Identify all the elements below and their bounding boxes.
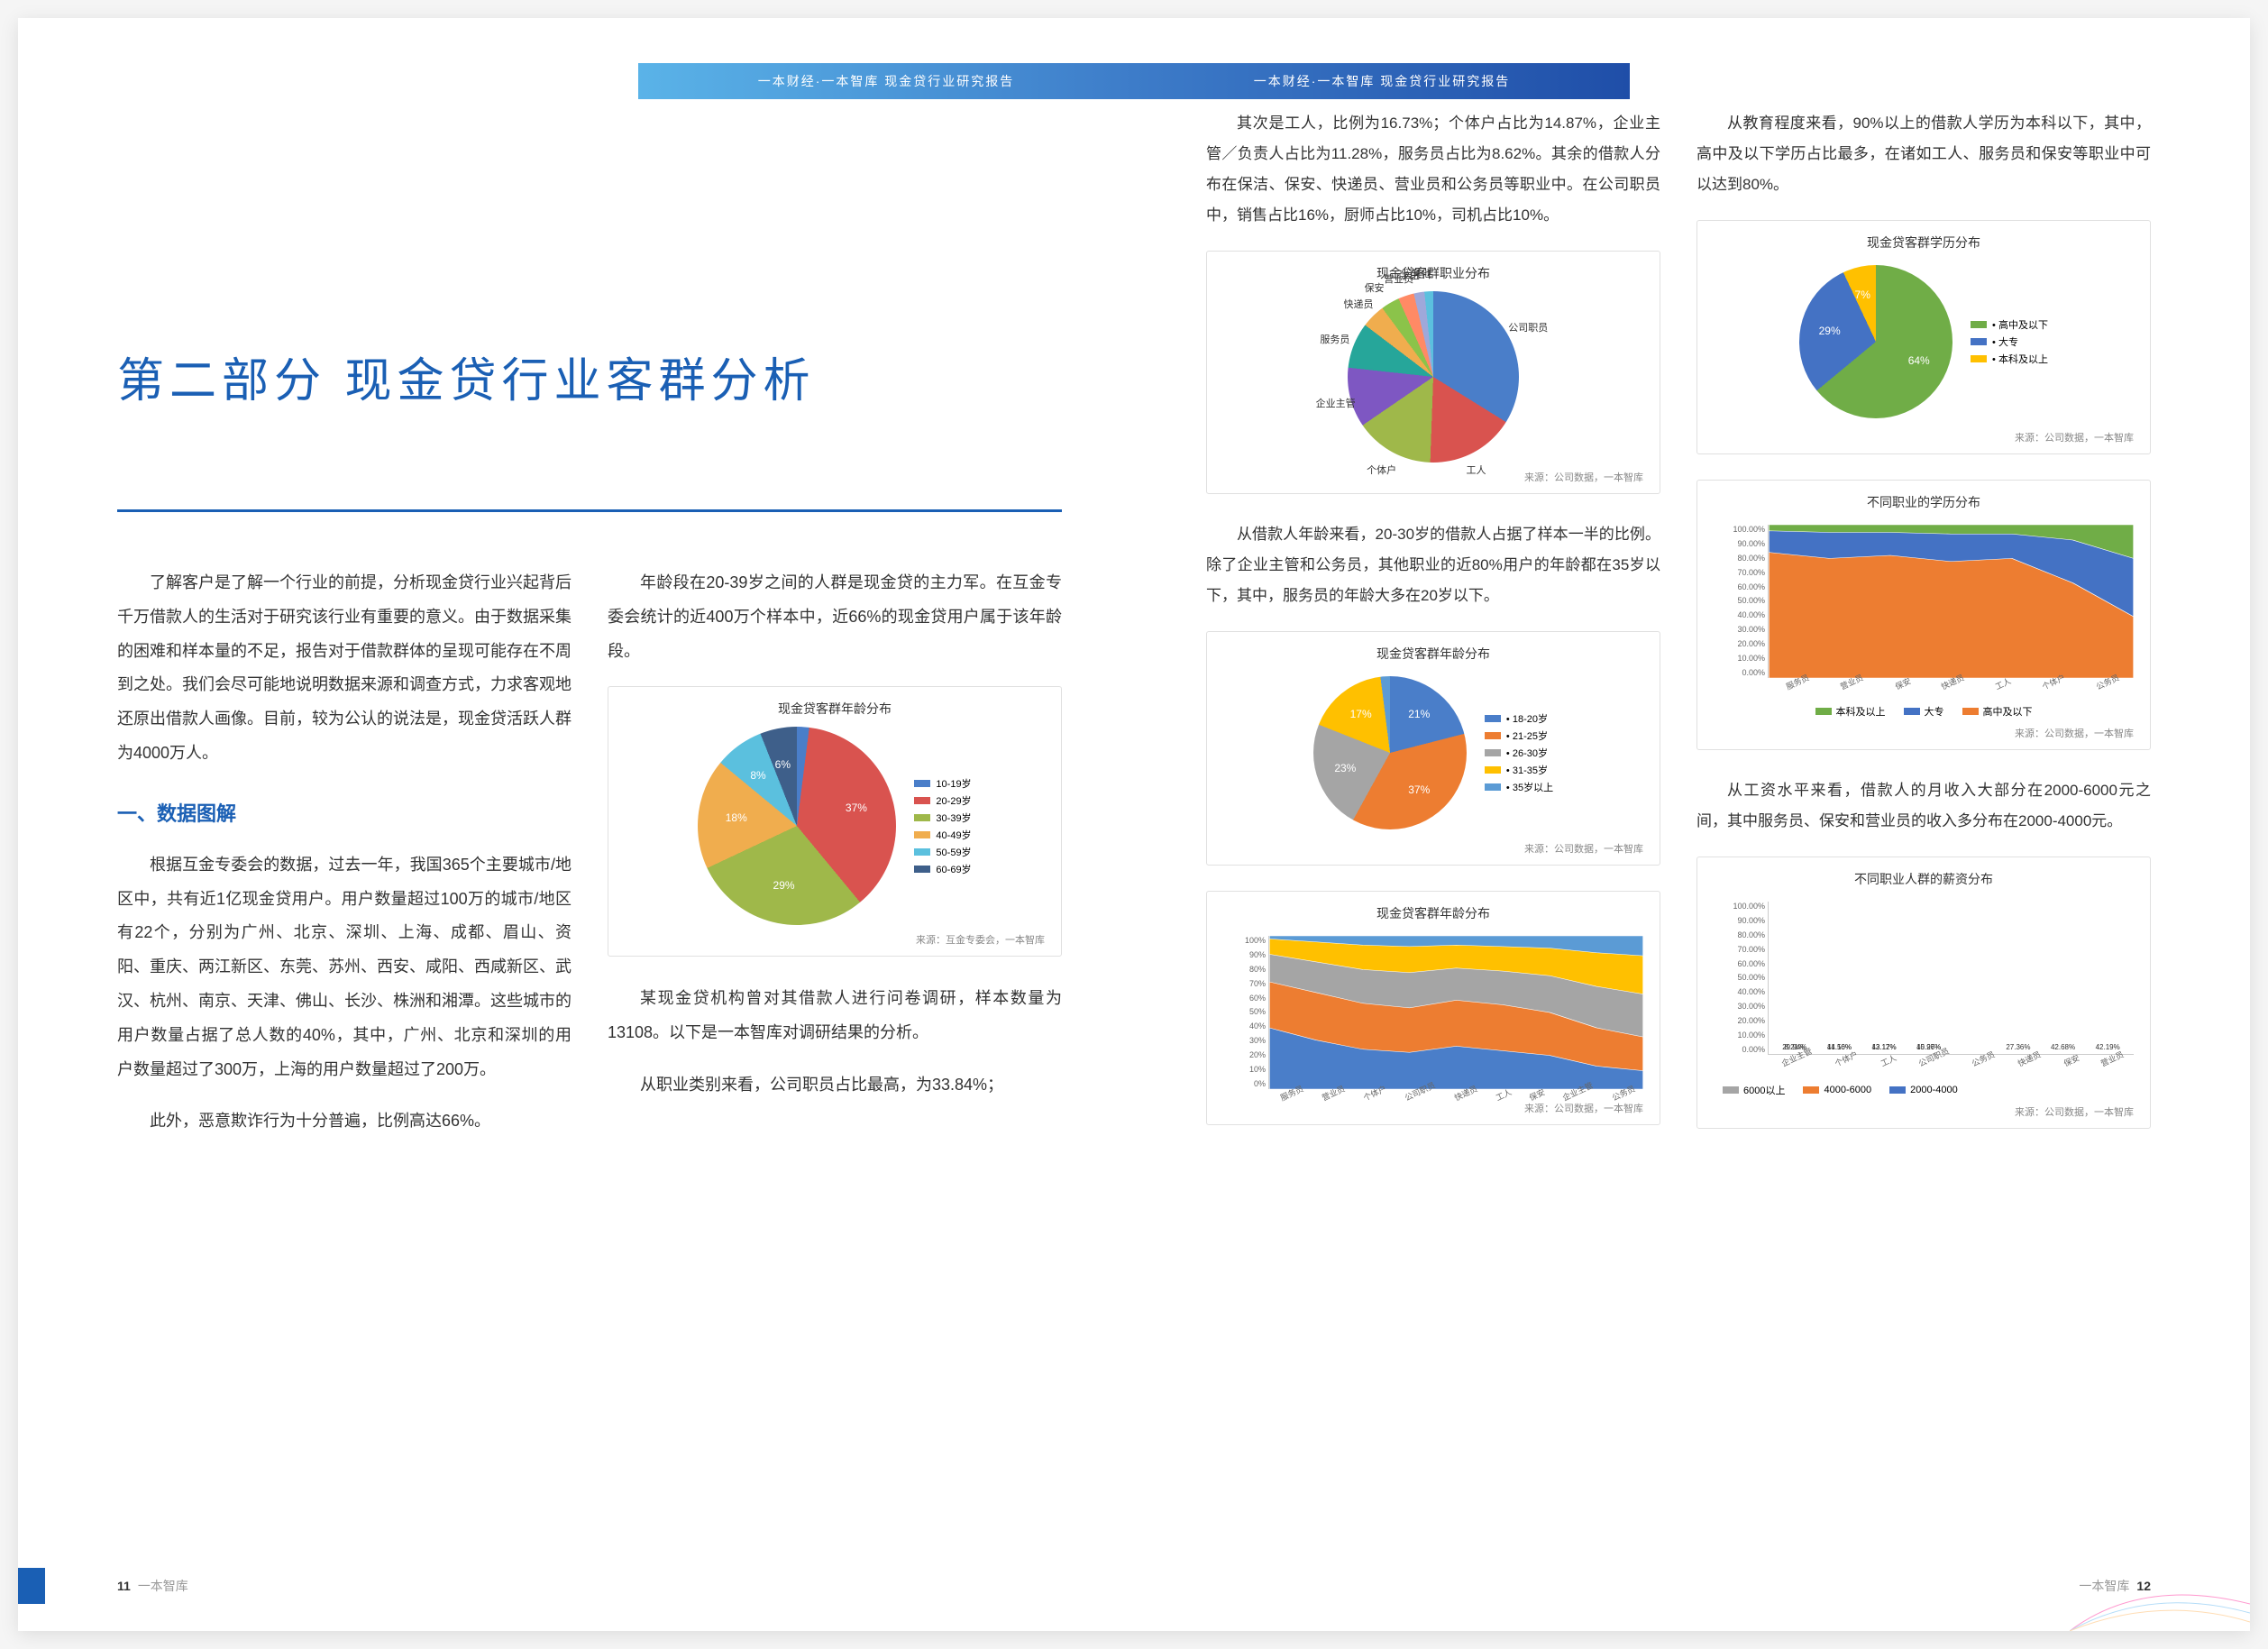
y-axis-labels: 100.00%90.00%80.00%70.00%60.00%50.00%40.…: [1724, 525, 1765, 677]
chart-source: 来源：公司数据，一本智库: [1714, 430, 2134, 444]
right-columns: 其次是工人，比例为16.73%；个体户占比为14.87%，企业主管／负责人占比为…: [1206, 108, 2151, 1154]
chart-body: 100.00%90.00%80.00%70.00%60.00%50.00%40.…: [1714, 520, 2134, 683]
x-axis-labels: 企业主管个体户工人公司职员公务员快递员保安营业员: [1769, 1058, 2134, 1070]
chart-title: 现金贷客群学历分布: [1714, 234, 2134, 252]
occupation-pie: 公司职员工人个体户企业主管服务员快递员保安营业员学生其他: [1348, 291, 1519, 463]
document-spread: 一本财经·一本智库 现金贷行业研究报告 一本财经·一本智库 现金贷行业研究报告 …: [18, 18, 2250, 1631]
left-col-1: 了解客户是了解一个行业的前提，分析现金贷行业兴起背后千万借款人的生活对于研究该行…: [117, 566, 572, 1157]
section-heading: 一、数据图解: [117, 798, 572, 827]
corner-decoration: [2070, 1523, 2250, 1631]
area-svg: [1269, 936, 1643, 1089]
income-legend: 6000以上4000-60002000-4000: [1714, 1083, 2134, 1097]
right-col-1: 其次是工人，比例为16.73%；个体户占比为14.87%，企业主管／负责人占比为…: [1206, 108, 1660, 1154]
age-para: 年龄段在20-39岁之间的人群是现金贷的主力军。在互金专委会统计的近400万个样…: [608, 566, 1062, 668]
chart-body: 100%90%80%70%60%50%40%30%20%10%0% 服务员营业员…: [1223, 931, 1643, 1094]
chart-source: 来源：公司数据，一本智库: [1223, 470, 1643, 484]
intro-para: 了解客户是了解一个行业的前提，分析现金贷行业兴起背后千万借款人的生活对于研究该行…: [117, 566, 572, 771]
data-para-2: 此外，恶意欺诈行为十分普遍，比例高达66%。: [117, 1104, 572, 1139]
chart-body: 64%29%7% • 高中及以下• 大专• 本科及以上: [1714, 261, 2134, 423]
income-para: 从工资水平来看，借款人的月收入大部分在2000-6000元之间，其中服务员、保安…: [1696, 775, 2151, 837]
survey-para: 某现金贷机构曾对其借款人进行问卷调研，样本数量为13108。以下是一本智库对调研…: [608, 982, 1062, 1050]
edu-legend: • 高中及以下• 大专• 本科及以上: [1971, 315, 2048, 369]
x-axis-labels: 服务员营业员保安快递员工人个体户公务员: [1769, 682, 2134, 693]
age-area-card: 现金贷客群年龄分布 100%90%80%70%60%50%40%30%20%10…: [1206, 891, 1660, 1125]
chart-title: 现金贷客群年龄分布: [1223, 904, 1643, 922]
edu-pie-card: 现金贷客群学历分布 64%29%7% • 高中及以下• 大专• 本科及以上 来源…: [1696, 220, 2151, 454]
age2-para: 从借款人年龄来看，20-30岁的借款人占据了样本一半的比例。除了企业主管和公务员…: [1206, 519, 1660, 611]
chart-body: 公司职员工人个体户企业主管服务员快递员保安营业员学生其他: [1223, 291, 1643, 463]
page-11: 第二部分 现金贷行业客群分析 了解客户是了解一个行业的前提，分析现金贷行业兴起背…: [18, 18, 1134, 1631]
data-para-1: 根据互金专委会的数据，过去一年，我国365个主要城市/地区中，共有近1亿现金贷用…: [117, 848, 572, 1087]
income-bar-chart: 100.00%90.00%80.00%70.00%60.00%50.00%40.…: [1768, 902, 2134, 1055]
section-title: 第二部分 现金贷行业客群分析: [117, 343, 1062, 410]
chart-source: 来源：互金专委会，一本智库: [625, 932, 1045, 947]
chart-title: 不同职业人群的薪资分布: [1714, 870, 2134, 888]
age-pie: 37%29%18%8%6%: [698, 727, 896, 925]
chart-title: 现金贷客群年龄分布: [1223, 645, 1643, 663]
page-tab: [18, 1568, 45, 1604]
age-pie-card: 现金贷客群年龄分布 37%29%18%8%6% 10-19岁20-29岁30-3…: [608, 686, 1062, 957]
occupation-para: 从职业类别来看，公司职员占比最高，为33.84%；: [608, 1068, 1062, 1103]
age2-pie-card: 现金贷客群年龄分布 21%37%23%17% • 18-20岁• 21-25岁•…: [1206, 631, 1660, 866]
chart-body: 100.00%90.00%80.00%70.00%60.00%50.00%40.…: [1714, 897, 2134, 1059]
chart-body: 37%29%18%8%6% 10-19岁20-29岁30-39岁40-49岁50…: [625, 727, 1045, 925]
chart-source: 来源：公司数据，一本智库: [1223, 841, 1643, 856]
title-divider: [117, 509, 1062, 512]
y-axis-labels: 100%90%80%70%60%50%40%30%20%10%0%: [1224, 936, 1266, 1088]
income-bar-card: 不同职业人群的薪资分布 100.00%90.00%80.00%70.00%60.…: [1696, 857, 2151, 1129]
chart-source: 来源：公司数据，一本智库: [1714, 726, 2134, 740]
chart-body: 21%37%23%17% • 18-20岁• 21-25岁• 26-30岁• 3…: [1223, 672, 1643, 834]
edu-area-legend: 本科及以上大专高中及以下: [1714, 704, 2134, 719]
edu-area-chart: 100.00%90.00%80.00%70.00%60.00%50.00%40.…: [1768, 525, 2134, 678]
bars-wrap: 8.21%29.94%14.16%41.50%13.17%42.12%15.96…: [1769, 902, 2134, 1054]
x-axis-labels: 服务员营业员个体户公司职员快递员工人保安企业主管公务员: [1269, 1093, 1643, 1104]
occ-para: 其次是工人，比例为16.73%；个体户占比为14.87%，企业主管／负责人占比为…: [1206, 108, 1660, 231]
y-axis-labels: 100.00%90.00%80.00%70.00%60.00%50.00%40.…: [1724, 902, 1765, 1054]
chart-title: 现金贷客群职业分布: [1223, 264, 1643, 282]
occupation-pie-card: 现金贷客群职业分布 公司职员工人个体户企业主管服务员快递员保安营业员学生其他 来…: [1206, 251, 1660, 494]
chart-title: 现金贷客群年龄分布: [625, 700, 1045, 718]
left-col-2: 年龄段在20-39岁之间的人群是现金贷的主力军。在互金专委会统计的近400万个样…: [608, 566, 1062, 1157]
area-svg: [1769, 525, 2134, 678]
edu-pie: 64%29%7%: [1799, 265, 1952, 418]
left-columns: 了解客户是了解一个行业的前提，分析现金贷行业兴起背后千万借款人的生活对于研究该行…: [117, 566, 1062, 1157]
age2-pie: 21%37%23%17%: [1313, 676, 1467, 829]
edu-para: 从教育程度来看，90%以上的借款人学历为本科以下，其中，高中及以下学历占比最多，…: [1696, 108, 2151, 200]
age-legend: 10-19岁20-29岁30-39岁40-49岁50-59岁60-69岁: [914, 774, 971, 879]
edu-area-card: 不同职业的学历分布 100.00%90.00%80.00%70.00%60.00…: [1696, 480, 2151, 750]
right-col-2: 从教育程度来看，90%以上的借款人学历为本科以下，其中，高中及以下学历占比最多，…: [1696, 108, 2151, 1154]
chart-source: 来源：公司数据，一本智库: [1714, 1104, 2134, 1119]
age2-legend: • 18-20岁• 21-25岁• 26-30岁• 31-35岁• 35岁以上: [1485, 709, 1553, 797]
age-area-chart: 100%90%80%70%60%50%40%30%20%10%0% 服务员营业员…: [1268, 936, 1643, 1089]
chart-title: 不同职业的学历分布: [1714, 493, 2134, 511]
page-12: 其次是工人，比例为16.73%；个体户占比为14.87%，企业主管／负责人占比为…: [1134, 18, 2250, 1631]
page-number-left: 11一本智库: [117, 1577, 188, 1595]
